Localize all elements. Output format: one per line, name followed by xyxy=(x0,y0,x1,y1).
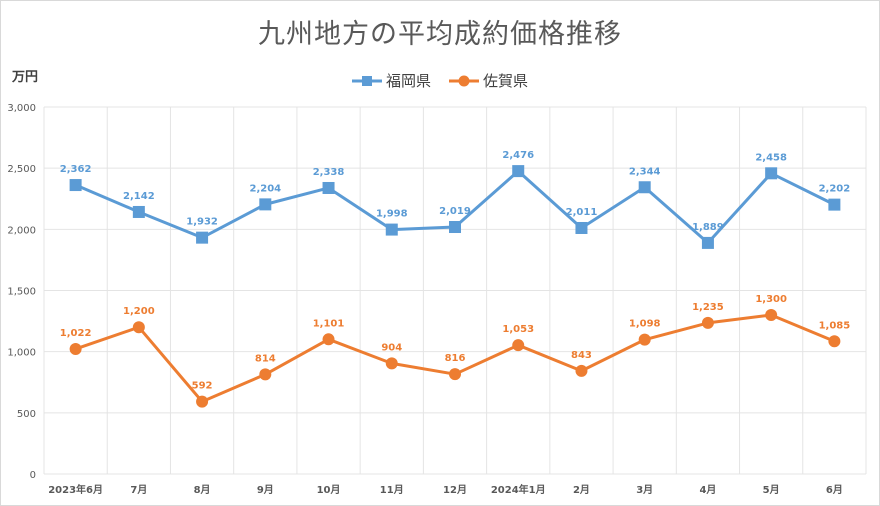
data-point-square xyxy=(259,198,272,211)
data-point-circle xyxy=(575,364,588,377)
data-point-square xyxy=(575,221,588,234)
y-tick-label: 2,500 xyxy=(7,164,36,175)
data-point-square xyxy=(132,205,145,218)
data-point-square xyxy=(385,223,398,236)
data-label: 1,053 xyxy=(502,324,534,335)
data-point-circle xyxy=(196,395,209,408)
data-point-circle xyxy=(765,308,778,321)
y-tick-label: 3,000 xyxy=(7,103,36,114)
data-point-square xyxy=(449,221,461,234)
data-point-circle xyxy=(385,357,398,370)
data-point-square xyxy=(196,231,209,244)
data-point-circle xyxy=(322,333,335,346)
data-point-circle xyxy=(259,368,272,381)
data-label: 1,889 xyxy=(692,222,724,233)
data-point-square xyxy=(69,179,82,192)
data-label: 2,344 xyxy=(629,166,661,177)
x-tick-label: 3月 xyxy=(636,484,653,496)
data-label: 2,202 xyxy=(819,184,851,195)
data-point-square xyxy=(322,181,335,194)
legend-marker-square-icon xyxy=(351,75,382,86)
data-label: 1,235 xyxy=(692,302,724,313)
data-label: 843 xyxy=(571,350,592,361)
data-point-circle xyxy=(69,342,82,355)
y-tick-label: 2,000 xyxy=(7,225,36,236)
data-point-circle xyxy=(449,368,461,381)
legend-item-series-0: 福岡県 xyxy=(351,70,431,91)
data-point-circle xyxy=(132,321,145,334)
data-label: 814 xyxy=(255,353,276,364)
data-label: 2,458 xyxy=(755,152,787,163)
data-label: 1,200 xyxy=(123,306,155,317)
data-label: 2,019 xyxy=(439,206,471,217)
x-tick-label: 6月 xyxy=(826,484,843,496)
y-tick-label: 1,000 xyxy=(7,348,36,359)
x-tick-label: 8月 xyxy=(194,484,211,496)
legend-label-series-0: 福岡県 xyxy=(385,72,431,90)
legend-label-series-1: 佐賀県 xyxy=(483,72,529,90)
data-point-circle xyxy=(638,333,651,346)
data-label: 2,204 xyxy=(249,183,281,194)
x-tick-label: 11月 xyxy=(380,484,404,496)
legend-marker-circle-icon xyxy=(449,75,479,86)
x-tick-label: 10月 xyxy=(317,484,341,496)
data-label: 1,098 xyxy=(629,319,661,330)
data-label: 1,085 xyxy=(819,320,851,331)
x-tick-label: 12月 xyxy=(443,484,467,496)
x-tick-label: 2023年6月 xyxy=(48,483,103,496)
data-point-circle xyxy=(828,335,841,348)
legend: 福岡県 佐賀県 xyxy=(0,70,880,91)
x-tick-label: 4月 xyxy=(699,484,716,496)
data-point-circle xyxy=(512,339,525,352)
data-label: 1,998 xyxy=(376,209,408,220)
x-tick-label: 2024年1月 xyxy=(491,483,546,496)
data-point-square xyxy=(701,236,714,249)
data-point-circle xyxy=(701,316,714,329)
data-point-square xyxy=(828,198,841,211)
x-tick-label: 9月 xyxy=(257,484,274,496)
data-label: 592 xyxy=(192,381,213,392)
data-label: 2,142 xyxy=(123,191,155,202)
data-label: 1,932 xyxy=(186,217,218,228)
y-axis-unit-label: 万円 xyxy=(12,70,39,85)
legend-item-series-1: 佐賀県 xyxy=(449,70,528,91)
x-tick-label: 5月 xyxy=(763,484,780,496)
data-label: 1,022 xyxy=(60,328,92,339)
data-label: 1,101 xyxy=(313,318,345,329)
data-label: 816 xyxy=(445,353,466,364)
y-tick-label: 500 xyxy=(17,409,36,420)
y-tick-label: 0 xyxy=(30,470,36,481)
data-point-square xyxy=(512,165,525,178)
data-label: 2,362 xyxy=(60,164,92,175)
y-tick-label: 1,500 xyxy=(7,287,36,298)
data-label: 1,300 xyxy=(755,294,787,305)
chart-title: 九州地方の平均成約価格推移 xyxy=(258,19,622,50)
data-point-square xyxy=(638,181,651,194)
data-point-square xyxy=(765,167,778,180)
x-tick-label: 2月 xyxy=(573,484,590,496)
data-label: 904 xyxy=(381,342,402,353)
data-label: 2,338 xyxy=(313,167,345,178)
x-tick-label: 7月 xyxy=(130,484,147,496)
data-label: 2,011 xyxy=(566,207,598,218)
data-label: 2,476 xyxy=(502,150,534,161)
